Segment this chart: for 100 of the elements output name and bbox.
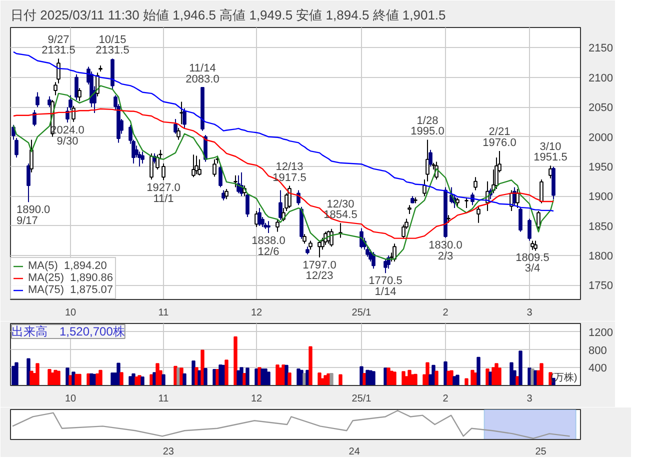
bar [162, 374, 166, 386]
candlestick [518, 206, 522, 232]
y-tick-label: 1950 [588, 161, 613, 174]
candlestick [140, 151, 144, 164]
annotation: 1838.0 12/6 [252, 234, 286, 258]
x-tick-label: 12 [250, 308, 262, 318]
candlestick [246, 192, 250, 218]
y-tick-label: 2100 [588, 72, 613, 84]
y-tick-label: 400 [588, 362, 607, 375]
candlestick [26, 163, 30, 203]
annotation: 1770.5 1/14 [368, 275, 402, 298]
bar [266, 372, 270, 386]
candlestick [30, 139, 34, 173]
bar [246, 368, 250, 386]
legend-label: MA(75) 1,875.07 [28, 284, 113, 296]
candlestick [72, 105, 76, 122]
x-tick-label: 23 [162, 446, 174, 458]
candlestick [392, 243, 396, 262]
bar [66, 368, 70, 386]
annotation: 11/14 2083.0 [186, 62, 220, 86]
bar [288, 372, 292, 386]
bar [372, 371, 376, 386]
candlestick [536, 210, 540, 230]
x-tick-label: 3 [526, 308, 533, 318]
candlestick [176, 127, 180, 140]
candlestick [288, 185, 292, 209]
candlestick [528, 218, 532, 242]
y-tick-label: 2150 [588, 42, 613, 55]
bar [402, 371, 406, 386]
candlestick [192, 154, 196, 178]
candlestick [36, 92, 40, 108]
bar [434, 370, 438, 386]
x-tick-label: 12 [250, 394, 262, 404]
x-tick-label: 10 [64, 308, 76, 318]
bar [476, 356, 480, 386]
bar [98, 370, 102, 386]
candlestick [78, 88, 82, 102]
bar [78, 374, 82, 386]
candlestick [182, 108, 186, 128]
candlestick [422, 179, 426, 197]
candlestick [330, 228, 334, 248]
candlestick [384, 258, 388, 274]
annotation: 1830.0 2/3 [428, 240, 462, 263]
bar [330, 372, 334, 386]
candlestick [534, 240, 538, 252]
candlestick [540, 179, 544, 204]
candlestick [56, 58, 60, 84]
legend-label: MA(25) 1,890.86 [28, 272, 113, 284]
annotation: 3/10 1951.5 [534, 140, 568, 164]
bar [200, 350, 204, 386]
bar [36, 363, 40, 386]
candlestick [428, 149, 432, 167]
candlestick [464, 196, 468, 209]
bar [140, 376, 144, 386]
y-tick-label: 1200 [588, 326, 613, 339]
candlestick [516, 188, 520, 209]
candlestick [266, 220, 270, 234]
candlestick [276, 219, 280, 232]
y-tick-label: 1750 [588, 280, 613, 292]
candlestick [180, 101, 184, 125]
annotation: 1797.0 12/23 [302, 259, 336, 282]
candlestick [278, 190, 282, 220]
annotation: 10/15 2131.5 [96, 34, 130, 57]
candlestick [476, 206, 480, 224]
bar [120, 372, 124, 386]
candlestick [224, 188, 228, 200]
y-tick-label: 2050 [588, 102, 613, 114]
x-tick-label: 11 [158, 394, 170, 404]
annotation: 9/27 2131.5 [42, 34, 76, 57]
annotation: 1/28 1995.0 [410, 114, 444, 138]
bar [26, 358, 30, 386]
candlestick [426, 139, 430, 182]
x-tick-label: 25 [535, 446, 547, 458]
bar [456, 374, 460, 386]
candlestick [198, 158, 202, 176]
candlestick [530, 240, 534, 250]
candlestick [218, 164, 222, 188]
candlestick [258, 208, 262, 226]
y-axis-title: (万株) [550, 372, 578, 384]
candlestick [234, 174, 238, 188]
bar [338, 374, 342, 386]
annotation: 1890.0 9/17 [16, 204, 50, 227]
bar [518, 350, 522, 386]
candlestick [54, 82, 58, 96]
candlestick [32, 110, 36, 127]
chart-title: 日付 2025/03/11 11:30 始値 1,946.5 高値 1,949.5 安値 1,894.5 終値 1,901.5 [10, 8, 446, 22]
annotation: 12/13 1917.5 [272, 160, 306, 184]
candlestick [372, 251, 376, 270]
x-tick-label: 25/1 [352, 308, 372, 318]
bar [414, 374, 418, 386]
candlestick [14, 137, 18, 158]
legend-label: MA(5) 1,894.20 [28, 260, 107, 272]
bar [224, 360, 228, 386]
annotation: 1927.0 11/1 [146, 182, 180, 205]
annotation: 1809.5 3/4 [516, 252, 550, 275]
x-tick-label: 3 [526, 394, 533, 404]
x-tick-label: 24 [348, 446, 360, 458]
annotation: 2/21 1976.0 [482, 126, 516, 150]
candlestick [212, 158, 216, 178]
bar [540, 363, 544, 386]
